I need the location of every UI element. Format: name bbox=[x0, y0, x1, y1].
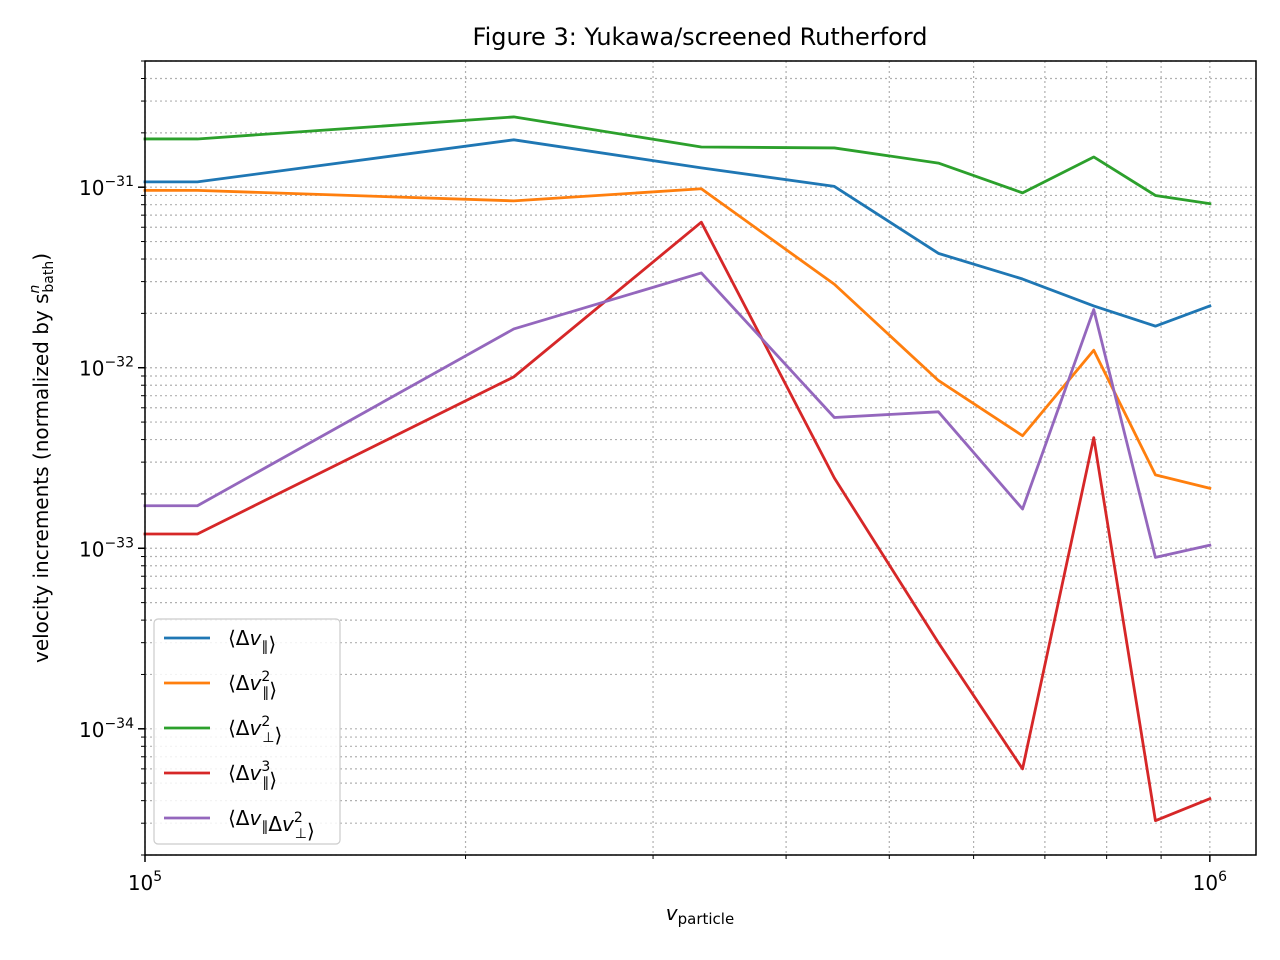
legend-sup: 3 bbox=[261, 759, 270, 775]
legend: ⟨Δv∥⟩⟨Δv2 ∥⟩⟨Δv2 ⊥⟩⟨Δv3 ∥⟩⟨Δv∥Δv2 ⊥⟩ bbox=[153, 618, 341, 845]
legend-sub2: ⊥ bbox=[295, 826, 307, 842]
y-axis-label-tail: ) bbox=[29, 253, 53, 261]
legend-post: ⟩ bbox=[269, 768, 277, 792]
legend-label-4: ⟨Δv3 ∥⟩ bbox=[228, 759, 277, 792]
legend-label-2: ⟨Δv2 ∥⟩ bbox=[228, 669, 277, 702]
legend-post: ⟩ bbox=[307, 819, 315, 843]
series-line-4 bbox=[143, 220, 1212, 823]
legend-pre: ⟨Δ bbox=[228, 626, 250, 650]
y-tick-label-base: 10 bbox=[79, 357, 104, 381]
y-axis-label: velocity increments (normalized by snbat… bbox=[27, 253, 57, 663]
legend-base2: v bbox=[282, 812, 295, 836]
series-line-2 bbox=[143, 187, 1212, 490]
x-axis-label-sub: particle bbox=[678, 910, 735, 928]
series-line-1 bbox=[143, 138, 1212, 328]
legend-sub: ⊥ bbox=[262, 730, 274, 746]
y-tick-label: 10−33 bbox=[79, 535, 134, 561]
legend-sup: 2 bbox=[261, 669, 270, 685]
x-tick-label-base: 10 bbox=[1193, 871, 1218, 895]
x-tick-label: 106 bbox=[1193, 869, 1227, 895]
y-axis-label-sub: bath bbox=[41, 261, 57, 293]
series-layer bbox=[143, 115, 1212, 823]
legend-base: v bbox=[249, 806, 262, 830]
series-line-5 bbox=[143, 271, 1212, 559]
legend-base: v bbox=[249, 716, 262, 740]
legend-sup: 2 bbox=[261, 714, 270, 730]
legend-pre: ⟨Δ bbox=[228, 761, 250, 785]
legend-label-3: ⟨Δv2 ⊥⟩ bbox=[228, 714, 282, 747]
legend-label-1: ⟨Δv∥⟩ bbox=[228, 626, 276, 656]
y-tick-label-exponent: −34 bbox=[104, 716, 134, 732]
x-tick-label-exponent: 6 bbox=[1218, 869, 1227, 885]
x-tick-label-base: 10 bbox=[128, 871, 153, 895]
y-tick-label-base: 10 bbox=[79, 537, 104, 561]
axis-ticks bbox=[138, 60, 1211, 862]
legend-sub: ∥ bbox=[261, 639, 268, 655]
series-line-3 bbox=[143, 115, 1212, 206]
legend-sub: ∥ bbox=[262, 775, 269, 791]
x-axis-label-main: v bbox=[666, 901, 679, 925]
legend-base: v bbox=[249, 626, 262, 650]
legend-pre: ⟨Δ bbox=[228, 806, 250, 830]
legend-post: ⟩ bbox=[274, 723, 282, 747]
legend-base: v bbox=[249, 761, 262, 785]
x-tick-label: 105 bbox=[128, 869, 162, 895]
chart-title: Figure 3: Yukawa/screened Rutherford bbox=[473, 23, 928, 51]
y-tick-label: 10−32 bbox=[79, 355, 134, 381]
legend-post: ⟩ bbox=[268, 632, 276, 656]
y-tick-label: 10−34 bbox=[79, 716, 134, 742]
y-tick-label-exponent: −31 bbox=[104, 174, 134, 190]
legend-sub: ∥ bbox=[261, 819, 268, 835]
plot-frame bbox=[144, 60, 1257, 856]
legend-pre: ⟨Δ bbox=[228, 716, 250, 740]
y-axis-label-main: velocity increments (normalized by s bbox=[29, 293, 53, 663]
legend-label-5: ⟨Δv∥Δv2 ⊥⟩ bbox=[228, 806, 315, 843]
legend-pre: ⟨Δ bbox=[228, 671, 250, 695]
legend-box bbox=[153, 618, 341, 845]
legend-sup2: 2 bbox=[294, 810, 303, 826]
legend-post: ⟩ bbox=[269, 678, 277, 702]
x-axis-label: vparticle bbox=[666, 901, 734, 928]
y-tick-label-exponent: −32 bbox=[104, 355, 134, 371]
y-tick-label-base: 10 bbox=[79, 176, 104, 200]
legend-base: v bbox=[249, 671, 262, 695]
y-tick-label: 10−31 bbox=[79, 174, 134, 200]
y-tick-label-exponent: −33 bbox=[104, 535, 134, 551]
y-axis-label-sup: n bbox=[27, 285, 43, 294]
legend-sub: ∥ bbox=[262, 685, 269, 701]
legend-mid: Δ bbox=[268, 812, 282, 836]
x-tick-label-exponent: 5 bbox=[153, 869, 162, 885]
y-tick-label-base: 10 bbox=[79, 718, 104, 742]
